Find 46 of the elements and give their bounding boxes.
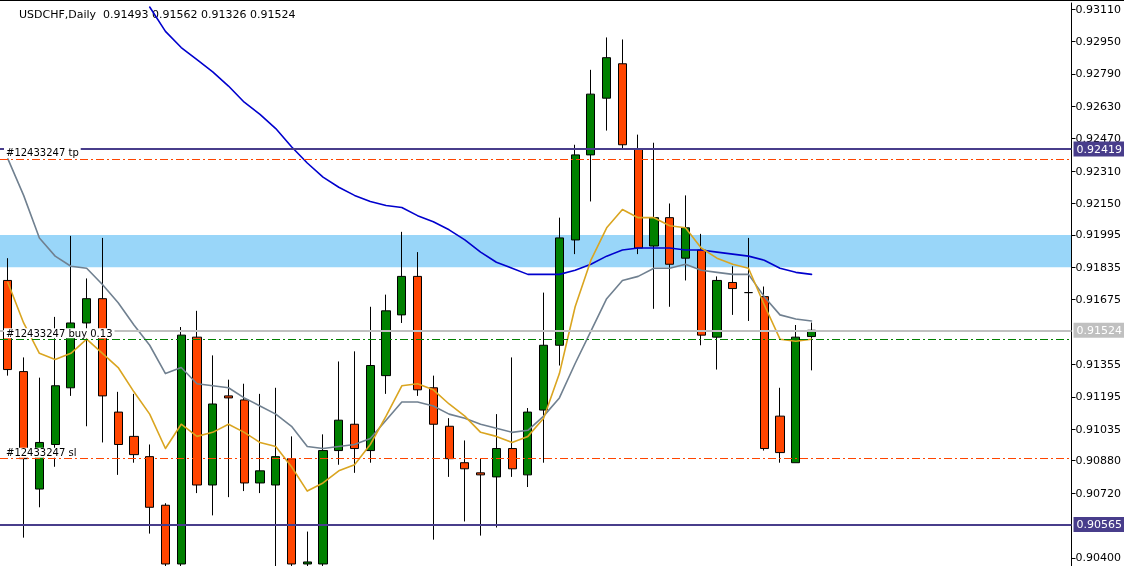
candlestick bbox=[602, 36, 611, 132]
y-tick-label: 0.92150 bbox=[1075, 196, 1122, 210]
candlestick bbox=[618, 38, 627, 150]
line-series bbox=[7, 158, 813, 450]
ref-line-label: #12433247 tp bbox=[6, 147, 79, 159]
candlestick bbox=[492, 413, 501, 529]
candlestick bbox=[161, 502, 170, 566]
y-tick-label: 0.92310 bbox=[1075, 164, 1122, 178]
candlestick bbox=[697, 233, 706, 346]
line-series bbox=[148, 6, 813, 276]
candlestick bbox=[303, 531, 312, 566]
candlestick bbox=[649, 142, 659, 310]
y-tick-label: 0.91035 bbox=[1075, 422, 1122, 436]
line-series bbox=[7, 208, 813, 492]
candlestick bbox=[744, 237, 753, 322]
ref-line-label: 0.92419 bbox=[1076, 142, 1123, 156]
ref-line-label: 0.90565 bbox=[1076, 517, 1123, 531]
y-tick-label: 0.92630 bbox=[1075, 99, 1122, 113]
y-tick-label: 0.92790 bbox=[1075, 67, 1122, 81]
candlestick bbox=[523, 407, 532, 488]
ref-line-label: #12433247 buy 0.13 bbox=[6, 327, 113, 339]
candlestick bbox=[413, 251, 422, 397]
candlestick bbox=[760, 286, 769, 452]
candlestick bbox=[681, 194, 690, 281]
candlestick bbox=[318, 433, 328, 566]
ref-line-label: #12433247 sl bbox=[6, 447, 77, 459]
y-tick-label: 0.91835 bbox=[1075, 260, 1122, 274]
candlestick bbox=[728, 265, 737, 316]
candlestick bbox=[334, 360, 343, 466]
y-tick-label: 0.90400 bbox=[1075, 551, 1122, 565]
candlestick bbox=[271, 387, 280, 566]
ref-line-label: 0.91524 bbox=[1076, 323, 1123, 337]
y-tick-label: 0.91995 bbox=[1075, 228, 1122, 242]
candlestick bbox=[208, 354, 217, 516]
candlestick bbox=[255, 393, 265, 494]
candlestick bbox=[665, 202, 674, 308]
y-tick-label: 0.91675 bbox=[1075, 293, 1122, 307]
y-tick-label: 0.92950 bbox=[1075, 34, 1122, 48]
y-tick-label: 0.91355 bbox=[1075, 357, 1122, 371]
y-tick-label: 0.90720 bbox=[1075, 486, 1122, 500]
candlestick bbox=[586, 69, 595, 202]
candlestick bbox=[397, 231, 406, 324]
y-tick-label: 0.91195 bbox=[1075, 390, 1122, 404]
candlestick bbox=[571, 144, 580, 255]
y-tick-label: 0.93110 bbox=[1075, 2, 1122, 16]
y-tick-label: 0.90880 bbox=[1075, 454, 1122, 468]
